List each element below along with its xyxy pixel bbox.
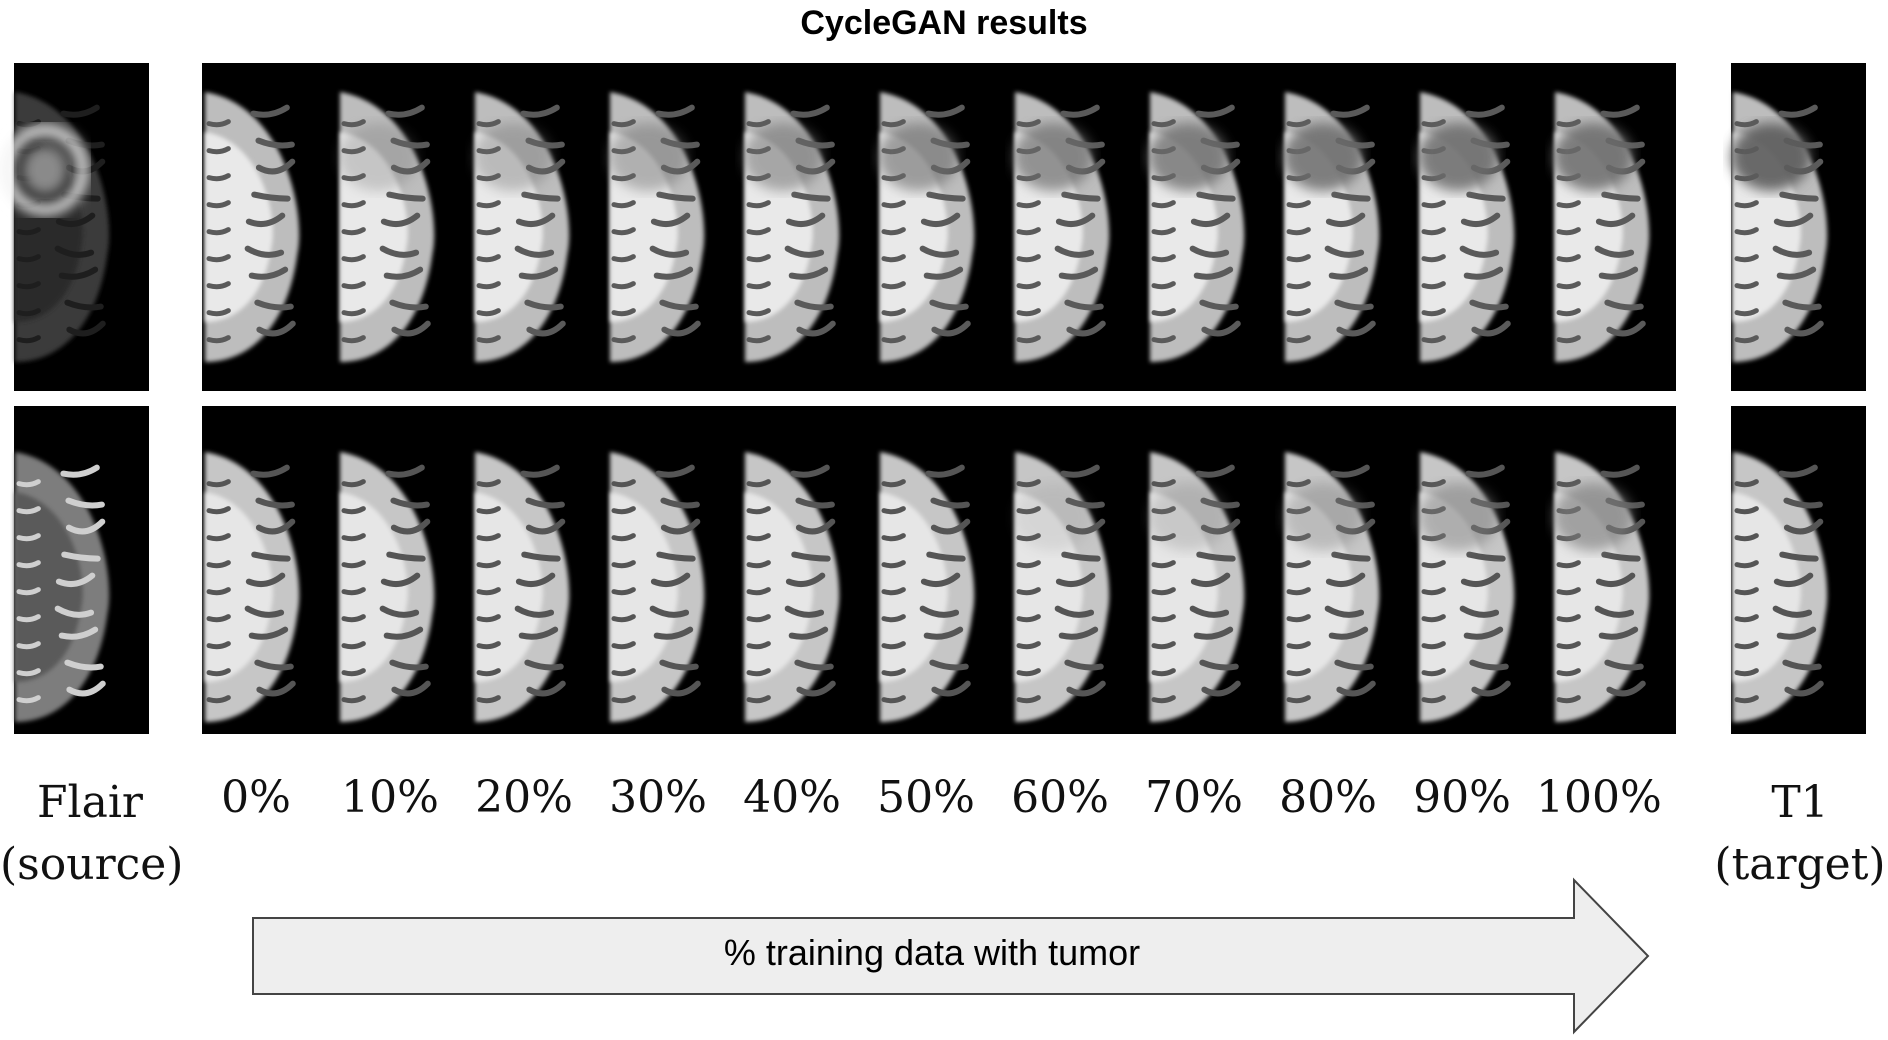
brain-slice [1418,452,1515,722]
source-label: Flair (source) [0,772,184,896]
brain-slice [1418,92,1515,362]
brain-slice [745,452,840,722]
column-label: 30% [609,772,707,823]
source-label-role: (source) [0,839,184,890]
source-label-name: Flair [37,777,143,828]
brain-slice [1731,92,1828,362]
flair-lesion [2,125,88,215]
brain-slice [1733,452,1828,722]
brain-slice [1283,452,1380,722]
brain-slice [1553,92,1650,362]
column-label: 50% [877,772,975,823]
flair-lesion-core [23,146,67,194]
arrow-shape [252,877,1650,1035]
column-label: 70% [1145,772,1243,823]
target-label-role: (target) [1714,839,1886,890]
brain-slice [473,92,570,362]
brain-slice [608,92,705,362]
column-label: 80% [1279,772,1377,823]
target-label-name: T1 [1771,777,1829,828]
brain-slice [880,452,975,722]
brain-slice [1013,92,1110,362]
target-label: T1 (target) [1712,772,1888,896]
brain-slice [338,92,435,362]
brain-slice [1283,92,1380,362]
brain-slice [475,452,570,722]
figure-title: CycleGAN results [800,4,1088,42]
brain-slice [610,452,705,722]
brain-slice [878,92,975,362]
column-label: 40% [743,772,841,823]
brain-slice [340,452,435,722]
brain-slice [1013,452,1110,722]
brain-slice [205,452,300,722]
column-label: 90% [1413,772,1511,823]
column-label: 100% [1536,772,1662,823]
column-label: 10% [341,772,439,823]
brain-slice [205,92,300,362]
brain-slice [1553,452,1650,722]
brain-slice [1148,92,1245,362]
brain-slice [15,452,110,722]
brain-slice [1148,452,1245,722]
brain-slice [743,92,840,362]
arrow-label: % training data with tumor [723,932,1141,973]
column-label: 60% [1011,772,1109,823]
column-label: 20% [475,772,573,823]
column-label: 0% [221,772,291,823]
